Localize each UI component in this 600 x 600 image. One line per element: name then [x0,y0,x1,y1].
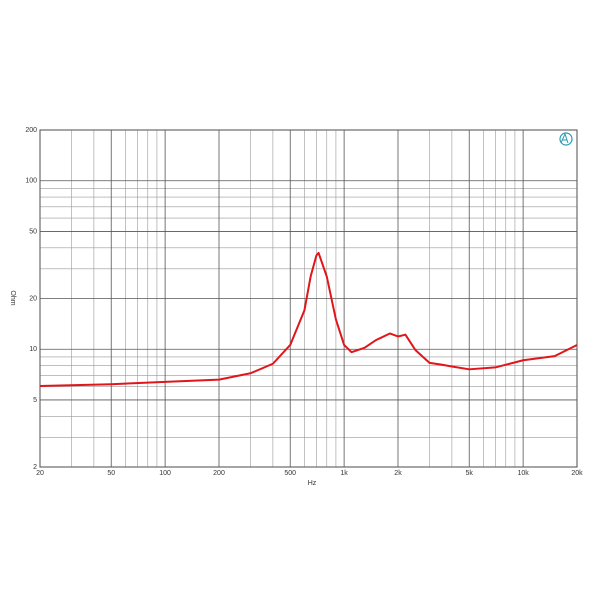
x-tick-label: 20k [571,470,583,477]
y-tick-label: 2 [33,464,37,471]
y-tick-label: 20 [29,295,37,302]
logo-ring [559,132,573,146]
y-tick-label: 10 [29,346,37,353]
x-tick-label: 200 [213,470,225,477]
y-tick-label: 50 [29,228,37,235]
logo [559,132,573,146]
y-axis-label: Ohm [9,290,16,305]
y-tick-label: 200 [25,127,37,134]
impedance-line [39,251,578,387]
x-tick-label: 100 [159,470,171,477]
x-tick-label: 50 [107,470,115,477]
y-tick-label: 5 [33,397,37,404]
x-axis-label: Hz [308,480,317,487]
x-tick-label: 2k [394,470,402,477]
x-tick-label: 5k [466,470,474,477]
x-tick-label: 1k [340,470,348,477]
logo-mark [560,132,569,144]
x-tick-label: 500 [284,470,296,477]
x-tick-label: 10k [517,470,529,477]
x-tick-label: 20 [36,470,44,477]
y-tick-label: 100 [25,178,37,185]
